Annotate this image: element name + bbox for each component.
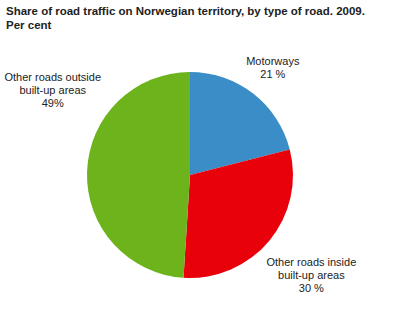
subtitle: Per cent <box>6 19 52 31</box>
chart-container: Share of road traffic on Norwegian terri… <box>0 0 400 320</box>
title: Share of road traffic on Norwegian terri… <box>6 5 365 17</box>
category-label: Motorways <box>246 55 300 67</box>
slice <box>87 72 190 278</box>
slices <box>87 72 293 278</box>
category-label: Other roads outsidebuilt-up areas <box>4 71 101 96</box>
chart-svg: Share of road traffic on Norwegian terri… <box>0 0 400 320</box>
slice-label: Other roads insidebuilt-up areas30 % <box>266 256 356 294</box>
slice-label: Motorways21 % <box>246 55 300 80</box>
labels: Motorways21 % Other roads insidebuilt-up … <box>4 55 356 294</box>
category-label: Other roads insidebuilt-up areas <box>266 256 356 281</box>
data-label: 49% <box>42 97 64 109</box>
data-label: 21 % <box>260 68 285 80</box>
slice-label: Other roads outsidebuilt-up areas49% <box>4 71 101 109</box>
data-label: 30 % <box>299 282 324 294</box>
